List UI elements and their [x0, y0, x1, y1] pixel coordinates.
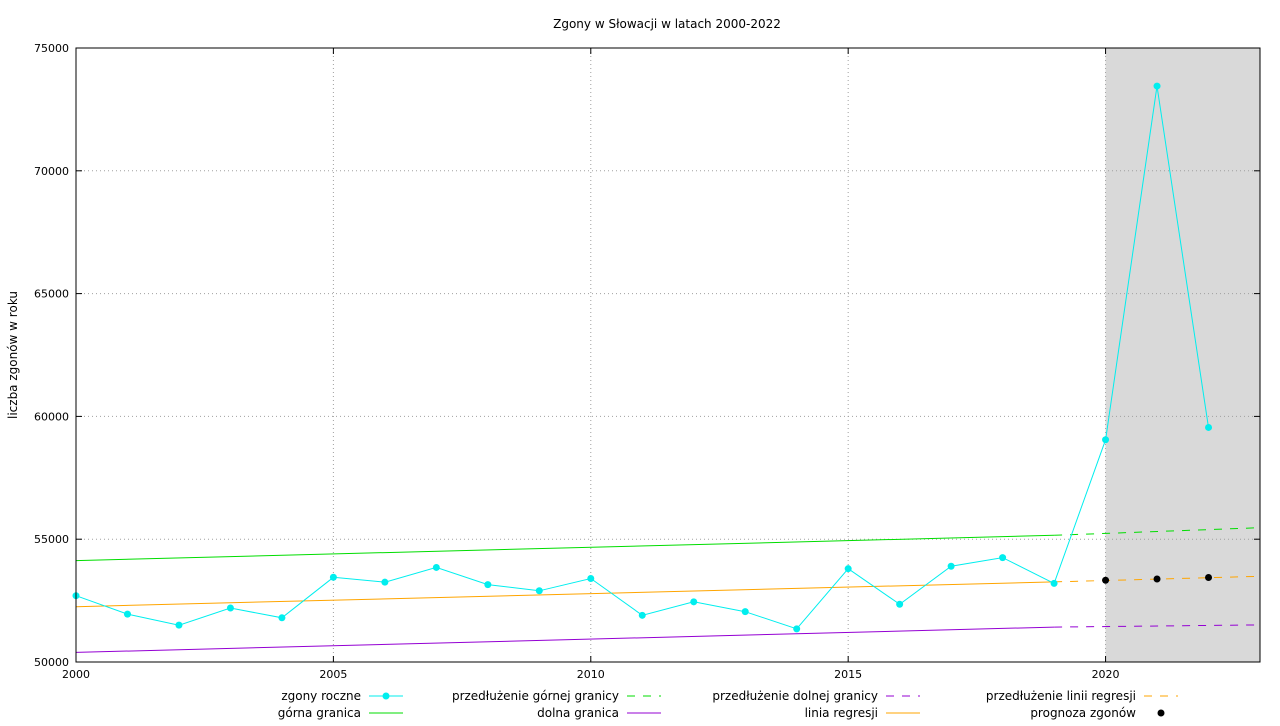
legend-label: linia regresji [805, 706, 878, 720]
data-point-forecast [1102, 576, 1110, 584]
data-point-deaths [741, 608, 749, 616]
x-tick-label: 2015 [834, 668, 862, 681]
data-point-deaths [896, 600, 904, 608]
legend-marker [1157, 709, 1165, 717]
data-point-deaths [1153, 82, 1161, 90]
series-line-upper [75, 534, 1055, 562]
data-point-deaths [381, 578, 389, 586]
data-point-deaths [1050, 579, 1058, 587]
y-tick-label: 65000 [34, 288, 69, 301]
forecast-period-shading [1105, 48, 1260, 662]
legend-label: prognoza zgonów [1030, 706, 1136, 720]
x-tick-label: 2000 [62, 668, 90, 681]
data-point-deaths [432, 563, 440, 571]
series-layer [72, 82, 1261, 653]
x-tick-label: 2005 [319, 668, 347, 681]
data-point-forecast [1205, 574, 1213, 582]
data-point-deaths [844, 565, 852, 573]
data-point-deaths [123, 610, 131, 618]
series-line-regression [75, 581, 1055, 608]
data-point-deaths [484, 581, 492, 589]
y-tick-label: 70000 [34, 165, 69, 178]
data-point-deaths [329, 573, 337, 581]
series-line-lower [75, 626, 1055, 653]
data-point-deaths [690, 598, 698, 606]
data-point-deaths [226, 604, 234, 612]
legend-label: górna granica [278, 706, 361, 720]
data-point-deaths [278, 614, 286, 622]
series-line-lower_ext [1054, 624, 1261, 628]
legend-marker [382, 692, 390, 700]
x-tick-label: 2020 [1092, 668, 1120, 681]
plot-frame [75, 47, 1261, 663]
data-point-deaths [535, 587, 543, 595]
grid-lines [76, 48, 1260, 662]
legend-label: przedłużenie dolnej granicy [712, 689, 878, 703]
series-line-upper_ext [1054, 527, 1261, 536]
data-point-deaths [999, 554, 1007, 562]
y-tick-label: 75000 [34, 42, 69, 55]
chart-title: Zgony w Słowacji w latach 2000-2022 [553, 17, 781, 31]
data-point-forecast [1153, 575, 1161, 583]
data-point-deaths [587, 574, 595, 582]
y-tick-label: 55000 [34, 533, 69, 546]
data-point-deaths [638, 611, 646, 619]
x-tick-label: 2010 [577, 668, 605, 681]
legend-label: przedłużenie górnej granicy [452, 689, 619, 703]
axis-ticks: 2000 2005 2010 2015 2020 50000 55000 60000 65000… [34, 42, 1260, 681]
data-point-deaths [1102, 436, 1110, 444]
y-tick-label: 60000 [34, 410, 69, 423]
legend-label: zgony roczne [281, 689, 361, 703]
y-axis-label: liczba zgonów w roku [6, 291, 20, 419]
legend-label: dolna granica [537, 706, 619, 720]
y-tick-label: 50000 [34, 656, 69, 669]
data-point-deaths [175, 621, 183, 629]
data-point-deaths [1205, 423, 1213, 431]
data-point-deaths [793, 625, 801, 633]
legend-label: przedłużenie linii regresji [986, 689, 1136, 703]
legend: zgony roczne przedłużenie górnej granicy p… [278, 689, 1178, 720]
data-point-deaths [947, 562, 955, 570]
